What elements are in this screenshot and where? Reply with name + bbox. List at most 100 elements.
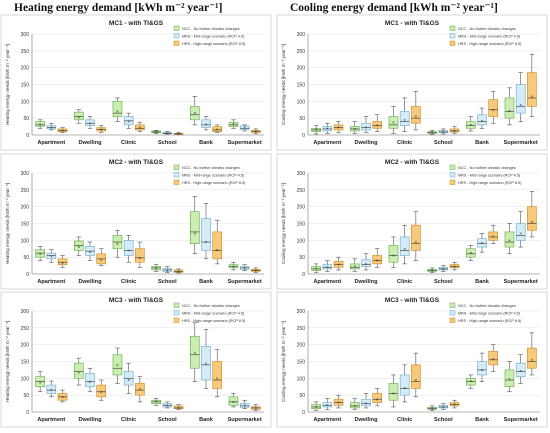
box-mrs [438, 266, 449, 271]
box-mrs [322, 402, 333, 408]
legend-swatch [449, 317, 456, 323]
box-ncc [228, 264, 239, 269]
y-tick-label: 0 [26, 410, 29, 416]
legend-entry: MRS - Mid-range scenario (RCP 4.5) [458, 174, 521, 178]
box-hrs [527, 206, 537, 231]
panel-title: MC3 - with TI&GS [385, 297, 440, 304]
box-mean-marker: × [205, 122, 208, 127]
panel-frame [276, 291, 548, 428]
box-hrs [333, 398, 344, 406]
y-tick-label: 150 [297, 360, 306, 366]
y-tick-label: 50 [299, 393, 305, 399]
box-mean-marker: × [193, 351, 196, 356]
legend-entry: MRS - Mid-range scenario (RCP 4.5) [182, 35, 245, 39]
x-tick-label: Dwelling [79, 417, 103, 423]
box-mean-marker: × [255, 129, 258, 134]
legend-swatch [173, 40, 180, 46]
legend-swatch [449, 179, 456, 185]
x-tick-label: Clinic [121, 279, 136, 285]
box-mean-marker: × [205, 240, 208, 245]
box-hrs [411, 224, 421, 251]
legend-entry: HRS - High-range scenario (RCP 8.5) [182, 181, 246, 185]
box-mean-marker: × [232, 400, 235, 405]
box-ncc [427, 268, 437, 272]
y-tick-label: 300 [297, 32, 306, 38]
box-hrs [488, 99, 499, 117]
legend-swatch [173, 179, 180, 185]
box-mean-marker: × [232, 264, 235, 269]
legend-swatch [173, 317, 180, 323]
box-mean-marker: × [353, 404, 356, 409]
y-axis-label: Cooling energy needs [kWh m⁻² year⁻¹] [281, 44, 286, 125]
box-mean-marker: × [326, 265, 329, 270]
x-tick-label: Dwelling [79, 140, 103, 146]
box-hrs [135, 124, 145, 131]
box-ncc [504, 97, 515, 119]
box-mean-marker: × [155, 266, 158, 271]
box-hrs [251, 268, 261, 272]
box-hrs [333, 260, 344, 268]
legend-entry: NCC - No further climatic changes [458, 304, 516, 308]
box-mrs [438, 404, 449, 409]
x-tick-label: Bank [199, 279, 214, 285]
box-mean-marker: × [469, 379, 472, 384]
x-tick-label: Supermarket [504, 279, 538, 285]
box-ncc [74, 240, 84, 251]
x-tick-label: Clinic [397, 140, 412, 146]
box-mean-marker: × [127, 119, 130, 124]
box-mean-marker: × [50, 254, 53, 259]
x-tick-label: Apartment [37, 417, 65, 423]
box-hrs [449, 402, 460, 407]
y-tick-label: 250 [297, 49, 306, 55]
box-mrs [85, 372, 95, 388]
box-mean-marker: × [508, 377, 511, 382]
panel-title: MC2 - with TI&GS [385, 159, 440, 166]
box-mean-marker: × [403, 385, 406, 390]
box-mean-marker: × [315, 405, 318, 410]
box-mean-marker: × [100, 127, 103, 132]
box-mean-marker: × [177, 405, 180, 410]
box-mean-marker: × [216, 127, 219, 132]
box-mrs [515, 84, 526, 114]
y-tick-label: 100 [297, 99, 306, 105]
box-mrs [162, 132, 173, 134]
legend-swatch [173, 164, 180, 170]
box-mean-marker: × [255, 406, 258, 411]
y-tick-label: 200 [297, 343, 306, 349]
box-ncc [190, 211, 200, 244]
box-ncc [349, 263, 360, 270]
box-mean-marker: × [193, 231, 196, 236]
box-mean-marker: × [232, 121, 235, 126]
box-mean-marker: × [392, 120, 395, 125]
box-mean-marker: × [415, 114, 418, 119]
box-mean-marker: × [376, 123, 379, 128]
panel-title: MC2 - with TI&GS [109, 159, 164, 166]
box-mean-marker: × [127, 378, 130, 383]
box-mean-marker: × [177, 131, 180, 136]
legend-swatch [173, 310, 180, 316]
box-mrs [46, 252, 57, 260]
box-mean-marker: × [50, 125, 53, 130]
legend-entry: HRS - High-range scenario (RCP 8.5) [458, 42, 522, 46]
box-mean-marker: × [481, 368, 484, 373]
box-ncc [504, 231, 515, 248]
box-mean-marker: × [453, 129, 456, 134]
y-tick-label: 150 [297, 222, 306, 228]
x-tick-label: Bank [199, 140, 214, 146]
y-tick-label: 100 [21, 238, 30, 244]
box-mean-marker: × [77, 370, 80, 375]
box-hrs [251, 129, 261, 133]
box-hrs [372, 255, 383, 265]
y-tick-label: 0 [302, 133, 305, 139]
cooling-column-title: Cooling energy demand [kWh m⁻² year⁻¹] [290, 2, 498, 14]
box-ncc [388, 383, 399, 401]
x-tick-label: Clinic [121, 417, 136, 423]
box-mean-marker: × [193, 111, 196, 116]
box-mean-marker: × [89, 250, 92, 255]
legend-entry: HRS - High-range scenario (RCP 8.5) [182, 42, 246, 46]
legend-entry: NCC - No further climatic changes [182, 166, 240, 170]
box-mean-marker: × [365, 401, 368, 406]
y-tick-label: 300 [21, 171, 30, 177]
y-tick-label: 250 [297, 326, 306, 332]
box-mean-marker: × [166, 268, 169, 273]
